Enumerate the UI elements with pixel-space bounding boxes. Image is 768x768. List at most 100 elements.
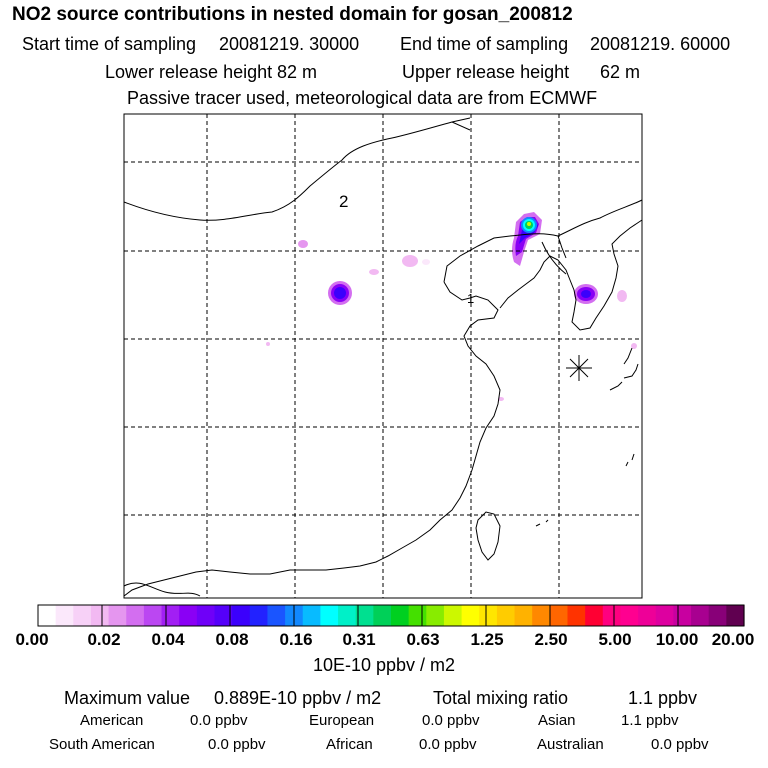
colorbar-swatch	[673, 605, 692, 626]
colorbar-tick: 20.00	[711, 630, 755, 649]
australian-value: 0.0 ppbv	[651, 736, 709, 753]
map-frame	[123, 113, 643, 599]
plume-spot	[631, 343, 637, 349]
colorbar	[38, 605, 745, 626]
colorbar-swatch	[232, 605, 251, 626]
asian-value: 1.1 ppbv	[621, 712, 679, 729]
colorbar-swatch	[691, 605, 710, 626]
max-value: 0.889E-10 ppbv / m2	[214, 688, 382, 708]
colorbar-swatch	[708, 605, 727, 626]
region-label-1: 1	[467, 291, 474, 306]
colorbar-swatch	[443, 605, 463, 626]
plume-spot	[617, 290, 627, 302]
border-line	[623, 347, 633, 365]
colorbar-tick: 2.50	[534, 630, 568, 649]
border-line	[443, 281, 471, 301]
colorbar-swatch	[179, 605, 198, 626]
colorbar-swatch	[108, 605, 127, 626]
south-american-value: 0.0 ppbv	[208, 736, 266, 753]
start-time-label: Start time of sampling	[22, 34, 197, 54]
european-label: European	[309, 712, 375, 729]
colorbar-swatch	[161, 605, 180, 626]
border-line	[499, 219, 643, 331]
plume-spot	[527, 222, 531, 226]
plume-spot	[298, 240, 308, 248]
colorbar-tick: 0.02	[87, 630, 121, 649]
colorbar-tick: 1.25	[470, 630, 504, 649]
plume-spot	[402, 255, 418, 267]
receptor-asterisk-icon	[566, 355, 592, 381]
australian-label: Australian	[537, 736, 604, 753]
colorbar-swatch	[532, 605, 551, 626]
border-line	[451, 121, 471, 131]
upper-height-value: 62 m	[600, 62, 641, 82]
border-line	[123, 117, 471, 221]
colorbar-swatch	[479, 605, 498, 626]
colorbar-swatch	[73, 605, 92, 626]
colorbar-unit: 10E-10 ppbv / m2	[312, 655, 456, 675]
colorbar-swatch	[514, 605, 533, 626]
colorbar-swatch	[126, 605, 145, 626]
colorbar-swatch	[214, 605, 233, 626]
total-mixing-label: Total mixing ratio	[433, 688, 569, 708]
plume-spot	[266, 342, 270, 346]
colorbar-swatch	[655, 605, 674, 626]
colorbar-tick: 10.00	[655, 630, 699, 649]
colorbar-swatch	[496, 605, 516, 626]
european-value: 0.0 ppbv	[422, 712, 480, 729]
border-line	[545, 519, 549, 523]
border-line	[623, 363, 639, 379]
colorbar-frame	[37, 604, 745, 627]
border-line	[509, 199, 643, 237]
south-american-label: South American	[49, 736, 155, 753]
end-time-label: End time of sampling	[400, 34, 569, 54]
colorbar-swatch	[90, 605, 110, 626]
border-line	[475, 511, 501, 561]
lower-height-label: Lower release height	[105, 62, 273, 82]
colorbar-tick: 0.08	[215, 630, 249, 649]
colorbar-swatch	[355, 605, 374, 626]
colorbar-swatch	[638, 605, 657, 626]
colorbar-swatch	[726, 605, 745, 626]
upper-height-label: Upper release height	[402, 62, 570, 82]
border-line	[123, 582, 201, 597]
page-title: NO2 source contributions in nested domai…	[12, 4, 573, 25]
african-value: 0.0 ppbv	[419, 736, 477, 753]
colorbar-tick: 0.00	[15, 630, 49, 649]
start-time-value: 20081219. 30000	[219, 34, 360, 54]
colorbar-tick: 0.63	[406, 630, 440, 649]
colorbar-swatch	[408, 605, 427, 626]
border-line	[631, 453, 635, 461]
colorbar-swatch	[320, 605, 339, 626]
colorbar-swatch	[38, 605, 57, 626]
african-label: African	[326, 736, 373, 753]
colorbar-separators	[101, 605, 679, 626]
colorbar-swatch	[461, 605, 480, 626]
tracer-note: Passive tracer used, meteorological data…	[127, 88, 598, 108]
region-label-2: 2	[339, 192, 348, 211]
max-value-label: Maximum value	[64, 688, 191, 708]
colorbar-swatch	[585, 605, 604, 626]
lat-lon-grid	[124, 114, 642, 598]
plume-spot	[369, 269, 379, 275]
border-line	[609, 381, 623, 391]
colorbar-tick: 0.04	[151, 630, 185, 649]
asian-label: Asian	[538, 712, 576, 729]
colorbar-swatch	[267, 605, 286, 626]
colorbar-tick: 5.00	[598, 630, 632, 649]
colorbar-swatch	[426, 605, 445, 626]
border-line	[123, 295, 501, 597]
colorbar-swatch	[143, 605, 163, 626]
american-label: American	[80, 712, 144, 729]
concentration-plumes	[266, 212, 637, 401]
lower-height-value: 82 m	[277, 62, 318, 82]
colorbar-swatch	[302, 605, 321, 626]
total-mixing-value: 1.1 ppbv	[628, 688, 698, 708]
border-line	[625, 461, 629, 467]
colorbar-swatch	[602, 605, 622, 626]
coastlines	[123, 117, 643, 597]
end-time-value: 20081219. 60000	[590, 34, 731, 54]
border-line	[443, 235, 511, 283]
colorbar-tick: 0.16	[279, 630, 313, 649]
